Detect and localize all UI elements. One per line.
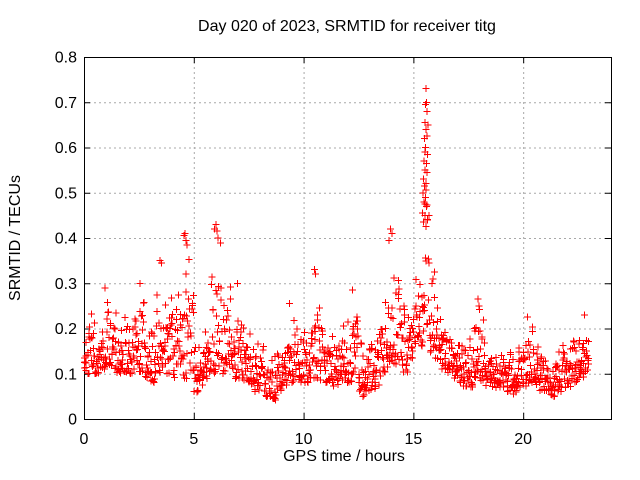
y-tick-label: 0.1 (55, 366, 77, 383)
y-tick-label: 0.2 (55, 321, 77, 338)
y-tick-label: 0.4 (55, 231, 77, 248)
tick-marks (84, 57, 611, 420)
x-tick-label: 20 (514, 431, 532, 448)
x-axis-label: GPS time / hours (283, 448, 405, 465)
y-tick-label: 0.5 (55, 185, 77, 202)
y-tick-label: 0.6 (55, 140, 77, 157)
x-tick-label: 15 (404, 431, 422, 448)
x-tick-label: 0 (80, 431, 89, 448)
y-axis-label: SRMTID / TECUs (7, 175, 24, 301)
scatter-plus-markers (81, 85, 592, 404)
tick-labels: 0 5 10 15 20 0 0.1 0.2 0.3 0.4 0.5 0.6 0.7 0.8 (55, 50, 532, 449)
data-series-srmtid (81, 85, 592, 404)
y-tick-label: 0.7 (55, 95, 77, 112)
x-tick-label: 5 (189, 431, 198, 448)
y-tick-label: 0 (68, 412, 77, 429)
chart-title: Day 020 of 2023, SRMTID for receiver tit… (198, 18, 496, 35)
x-tick-label: 10 (295, 431, 313, 448)
y-tick-label: 0.3 (55, 276, 77, 293)
y-tick-label: 0.8 (55, 50, 77, 67)
